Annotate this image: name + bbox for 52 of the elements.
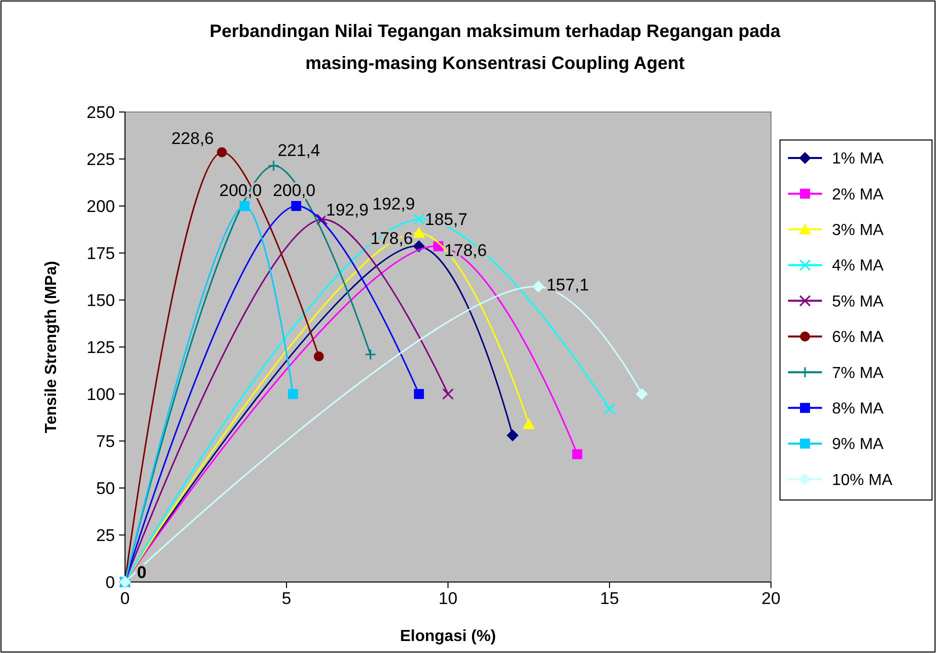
legend-label: 5% MA bbox=[832, 293, 884, 310]
y-tick-label: 25 bbox=[96, 526, 115, 545]
x-tick-label: 20 bbox=[762, 589, 780, 608]
legend-label: 10% MA bbox=[832, 472, 893, 489]
point bbox=[216, 147, 227, 158]
point bbox=[413, 214, 425, 226]
point bbox=[442, 388, 454, 400]
legend-label: 1% MA bbox=[832, 150, 884, 168]
x-axis-title: Elongasi (%) bbox=[400, 628, 496, 645]
legend-label: 4% MA bbox=[832, 258, 884, 275]
point bbox=[288, 389, 298, 399]
x-tick-label: 15 bbox=[600, 589, 619, 608]
data-label: 192,9 bbox=[372, 194, 415, 214]
y-tick-label: 225 bbox=[86, 150, 115, 169]
y-tick-label: 150 bbox=[86, 290, 115, 310]
point bbox=[636, 388, 648, 400]
y-tick-label: 200 bbox=[86, 196, 115, 216]
data-label: 0 bbox=[137, 563, 146, 582]
data-label: 221,4 bbox=[278, 140, 320, 160]
x-tick-label: 0 bbox=[120, 589, 130, 608]
point bbox=[604, 403, 616, 415]
y-tick-label: 100 bbox=[86, 384, 115, 404]
legend-label: 2% MA bbox=[832, 186, 884, 204]
y-axis-title: Tensile Strength (MPa) bbox=[43, 260, 60, 434]
y-tick-label: 75 bbox=[96, 432, 115, 451]
y-tick-label: 50 bbox=[96, 478, 115, 498]
point bbox=[314, 351, 324, 362]
point bbox=[240, 201, 250, 211]
point bbox=[532, 280, 544, 293]
data-label: 185,7 bbox=[424, 210, 468, 229]
legend-label: 7% MA bbox=[832, 364, 884, 382]
point bbox=[291, 201, 302, 211]
x-tick-label: 10 bbox=[438, 589, 458, 608]
point bbox=[268, 160, 280, 172]
chart-title: Perbandingan Nilai Tegangan maksimum terhadap Regangan pada masing-masing Konsentrasi Coupling Agent bbox=[210, 21, 782, 73]
y-tick-label: 250 bbox=[86, 102, 115, 122]
legend-label: 6% MA bbox=[832, 329, 884, 346]
point bbox=[414, 389, 424, 399]
legend-label: 3% MA bbox=[832, 222, 884, 239]
y-tick-label: 175 bbox=[86, 244, 115, 263]
x-tick-label: 5 bbox=[282, 589, 292, 608]
y-tick-label: 0 bbox=[106, 572, 115, 592]
point bbox=[316, 214, 328, 226]
point bbox=[572, 449, 582, 460]
data-label: 157,1 bbox=[546, 276, 589, 295]
point bbox=[506, 429, 519, 442]
legend-label: 9% MA bbox=[832, 436, 884, 454]
legend-label: 8% MA bbox=[832, 400, 884, 418]
y-tick-label: 125 bbox=[86, 338, 115, 357]
data-label: 228,6 bbox=[171, 129, 214, 148]
point bbox=[364, 348, 376, 360]
data-label: 192,9 bbox=[326, 200, 369, 220]
